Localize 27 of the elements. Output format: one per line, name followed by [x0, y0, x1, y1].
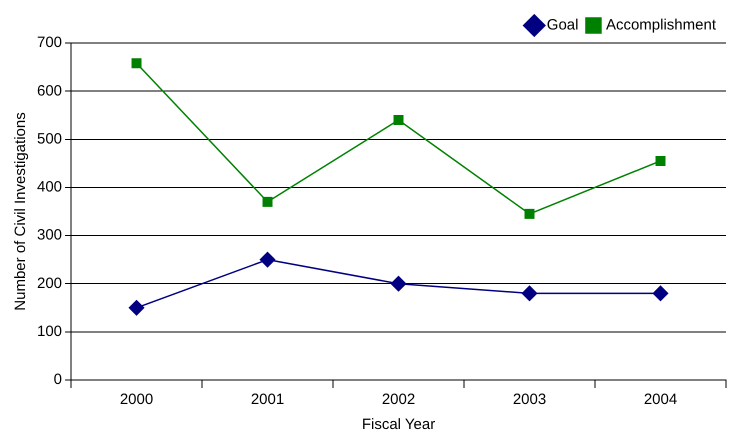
point: [522, 286, 538, 302]
point: [262, 196, 273, 207]
point: [260, 252, 276, 268]
x-tick-label: 2001: [250, 391, 284, 408]
y-tick-label: 0: [54, 371, 62, 388]
x-tick-label: 2004: [644, 391, 678, 408]
point: [390, 276, 406, 292]
point: [394, 115, 404, 126]
point: [128, 300, 144, 316]
y-tick-label: 700: [36, 34, 62, 52]
legend-label: Accomplishment: [606, 16, 717, 34]
y-tick-label: 100: [36, 323, 62, 340]
y-tick-label: 500: [36, 130, 62, 148]
x-tick-label: 2002: [382, 391, 416, 408]
point: [652, 286, 668, 302]
legend-label: Goal: [546, 16, 578, 34]
point: [524, 208, 534, 219]
point: [656, 156, 666, 166]
x-axis-title: Fiscal Year: [362, 416, 436, 434]
y-axis-title: Number of Civil Investigations: [12, 112, 30, 311]
y-tick-label: 200: [36, 274, 62, 292]
y-tick-label: 600: [36, 82, 62, 100]
y-tick-label: 300: [36, 226, 62, 244]
x-tick-label: 2003: [512, 391, 546, 408]
y-tick-label: 400: [36, 178, 62, 196]
x-tick-label: 2000: [120, 391, 154, 408]
point: [132, 58, 142, 68]
